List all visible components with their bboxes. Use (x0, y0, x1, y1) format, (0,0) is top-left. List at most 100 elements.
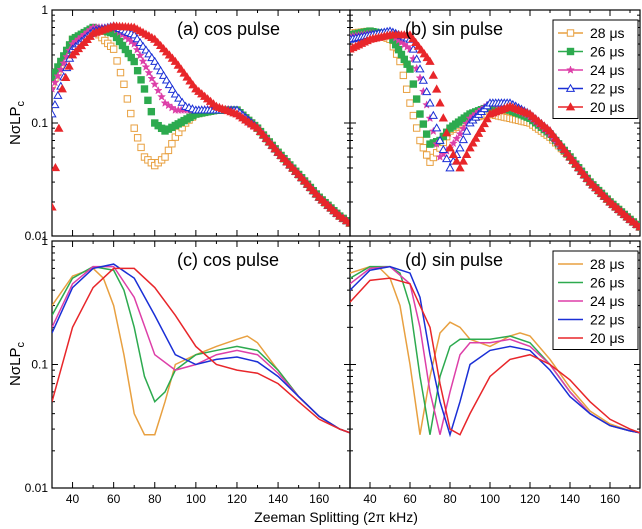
x-tick-label: 140 (268, 492, 288, 506)
data-point (425, 56, 435, 65)
data-point (471, 133, 481, 142)
data-point (419, 144, 428, 152)
data-point (458, 156, 468, 165)
series-points (350, 30, 640, 231)
data-point (147, 73, 157, 83)
panel-title: (b) sin pulse (405, 19, 503, 39)
data-point (418, 75, 428, 84)
data-point (468, 138, 478, 147)
data-point (412, 95, 421, 103)
y-tick-label: 0.1 (31, 116, 48, 130)
data-point (462, 149, 472, 159)
data-point (442, 128, 452, 137)
data-point (448, 138, 458, 148)
data-point (406, 65, 414, 73)
data-point (52, 74, 56, 82)
legend-label: 24 μs (590, 293, 625, 309)
data-point (164, 80, 175, 89)
series-points (52, 21, 350, 227)
legend-marker (565, 83, 576, 92)
data-point (116, 68, 125, 77)
data-point (54, 123, 64, 132)
data-point (438, 113, 448, 122)
data-point (455, 129, 465, 138)
legend-item: 22 μs (558, 312, 625, 328)
series-points (52, 23, 350, 227)
data-point (435, 135, 445, 144)
data-point (422, 86, 432, 96)
data-point (137, 143, 145, 152)
x-tick-label: 40 (363, 492, 377, 506)
data-point (455, 143, 465, 152)
data-point (57, 84, 67, 93)
series-group (350, 265, 640, 438)
x-tick-label: 120 (227, 492, 247, 506)
data-point (133, 134, 142, 142)
x-tick-label: 160 (309, 492, 329, 506)
data-point (52, 84, 57, 93)
data-point (177, 97, 187, 106)
series-line (52, 267, 350, 434)
legend-item: 28 μs (558, 256, 625, 272)
y-axis-label-subscript: c (15, 342, 27, 348)
x-tick-label: 100 (480, 492, 500, 506)
data-point (465, 143, 475, 152)
legend-marker (566, 29, 575, 37)
legend-item: 20 μs (558, 330, 625, 346)
data-point (445, 163, 455, 172)
data-point (109, 45, 118, 53)
data-point (133, 66, 142, 75)
data-point (138, 56, 148, 66)
series-points (52, 21, 350, 227)
data-point (170, 89, 180, 98)
data-point (150, 79, 160, 89)
data-point (416, 136, 424, 145)
legend-item: 24 μs (558, 293, 625, 309)
y-axis-label-subscript: c (15, 101, 27, 107)
legend-item: 24 μs (558, 62, 625, 78)
data-point (445, 143, 455, 152)
y-axis-label-main: NσLP (7, 348, 24, 386)
data-point (137, 76, 145, 84)
data-point (157, 92, 167, 101)
legend-label: 22 μs (590, 312, 625, 328)
series-group (52, 263, 350, 436)
data-point (144, 68, 154, 77)
data-point (120, 80, 128, 89)
x-tick-label: 100 (186, 492, 206, 506)
data-point (53, 71, 63, 80)
series-line (52, 263, 350, 434)
x-tick-label: 60 (107, 492, 121, 506)
panel-title: (c) cos pulse (177, 250, 279, 270)
data-point (425, 98, 435, 107)
series-line (350, 265, 640, 435)
data-point (161, 75, 172, 84)
series-group (52, 21, 350, 227)
data-point (428, 70, 438, 79)
y-axis-label: NσLPc (7, 101, 27, 145)
panel-b: (b) sin pulse 28 μs 26 μs 24 μs 22 μs 20 μs (349, 9, 641, 237)
data-point (479, 118, 489, 128)
data-point (409, 111, 418, 120)
data-point (127, 109, 135, 118)
data-point (144, 96, 152, 105)
series-line (350, 265, 640, 438)
legend-label: 20 μs (590, 330, 625, 346)
data-point (153, 61, 163, 70)
legend-label: 26 μs (590, 275, 625, 291)
x-tick-label: 40 (66, 492, 80, 506)
legend-label: 22 μs (590, 81, 625, 97)
data-point (113, 57, 121, 65)
data-point (476, 123, 487, 132)
y-tick-label: 0.01 (25, 229, 49, 243)
data-point (53, 90, 63, 99)
x-tick-label: 120 (520, 492, 540, 506)
legend-item: 26 μs (558, 44, 625, 60)
data-point (135, 50, 145, 60)
data-point (448, 149, 458, 159)
data-point (458, 134, 468, 144)
data-point (150, 56, 160, 65)
legend-item: 26 μs (558, 275, 625, 291)
data-point (416, 110, 424, 118)
data-point (455, 163, 465, 172)
